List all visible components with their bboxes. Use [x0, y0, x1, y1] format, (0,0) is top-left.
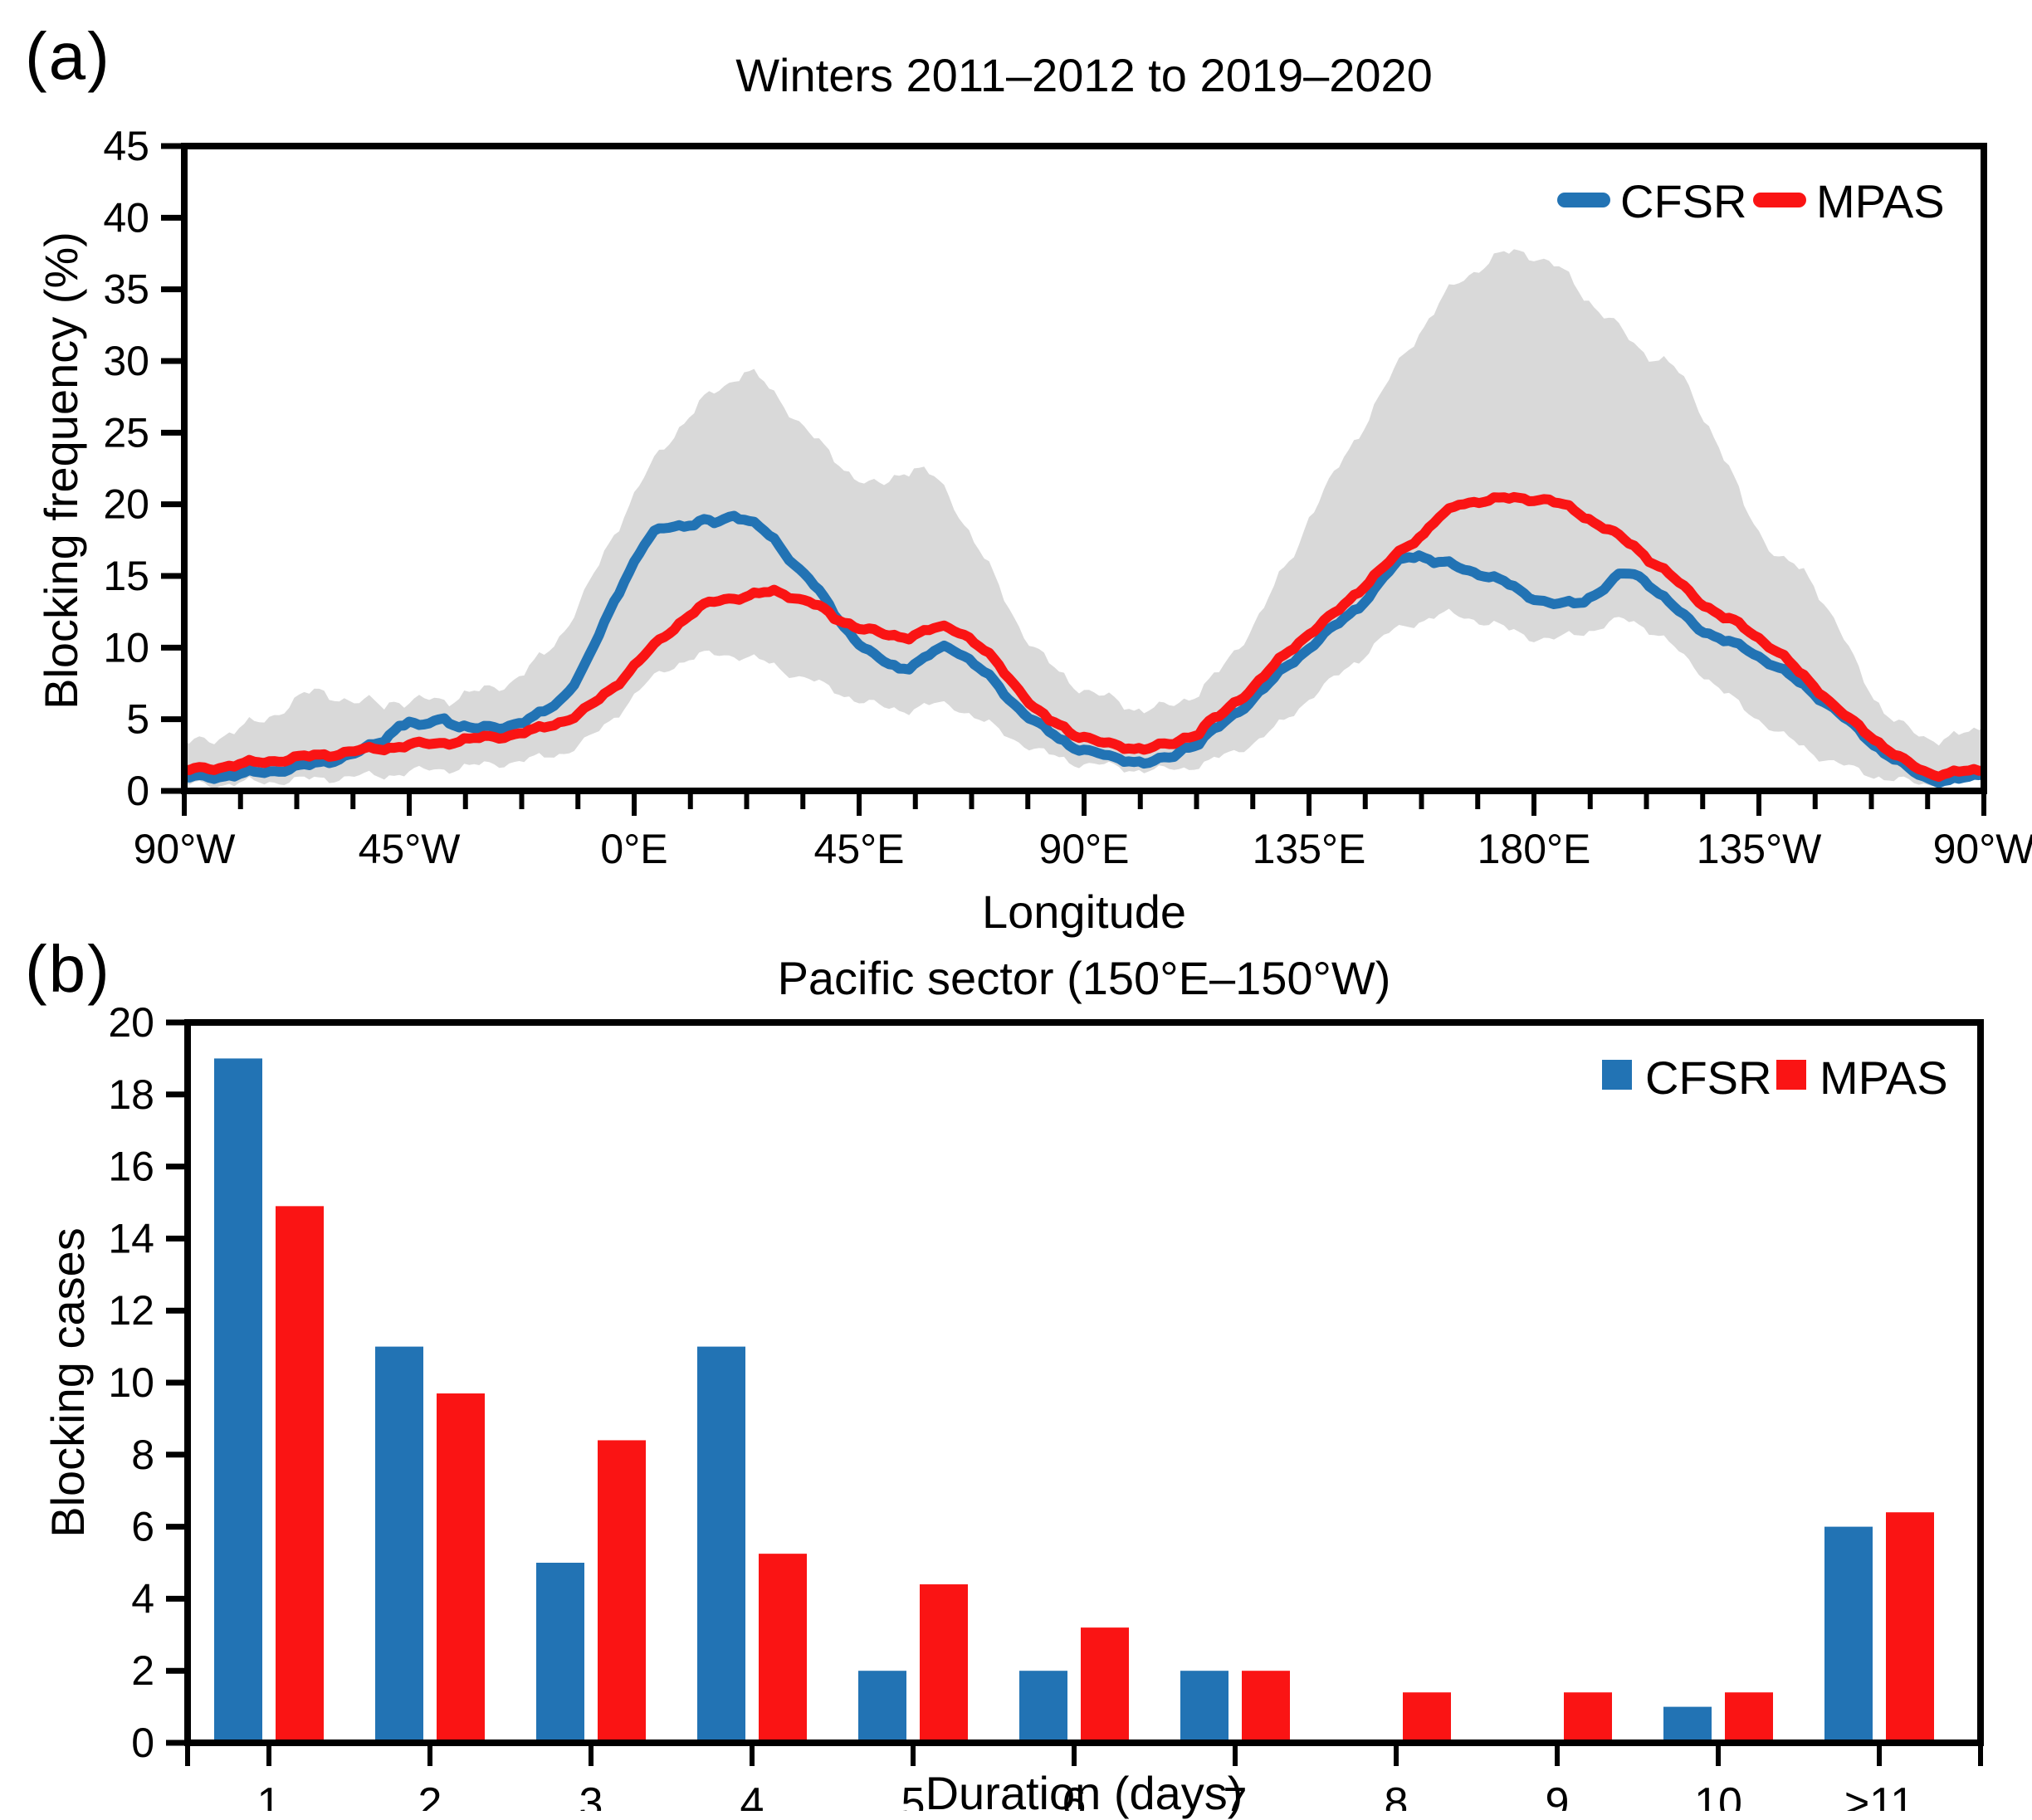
cfsr-line	[184, 510, 1984, 788]
x-tick-label: 0°E	[600, 826, 667, 872]
y-tick-label: 4	[131, 1575, 154, 1622]
x-tick-label: 135°E	[1253, 826, 1366, 872]
bar-cfsr-5	[858, 1671, 906, 1743]
panel-b-letter: (b)	[25, 932, 111, 1006]
panel-a-title: Winters 2011–2012 to 2019–2020	[735, 49, 1433, 101]
bar-cfsr-6	[1019, 1671, 1067, 1743]
bar-cfsr-7	[1180, 1671, 1228, 1743]
y-tick-label: 0	[131, 1720, 154, 1766]
bar-cfsr-2	[375, 1346, 423, 1743]
y-tick-label: 8	[131, 1432, 154, 1478]
mpas-line	[184, 491, 1984, 782]
bar-mpas-10	[1725, 1692, 1773, 1743]
y-tick-label: 18	[108, 1071, 154, 1118]
bar-mpas-8	[1403, 1692, 1451, 1743]
legend-mpas-box-swatch	[1776, 1060, 1806, 1090]
y-tick-label: 15	[103, 553, 149, 599]
y-tick-label: 25	[103, 409, 149, 456]
x-tick-label: 90°W	[134, 826, 237, 872]
x-category-label: 10	[1694, 1779, 1742, 1811]
bar-mpas-9	[1564, 1692, 1612, 1743]
panel-a-y-axis-label: Blocking frequency (%)	[35, 232, 87, 710]
y-tick-label: 0	[126, 768, 149, 814]
legend-cfsr-box-swatch	[1602, 1060, 1632, 1090]
legend-cfsr-label-b: CFSR	[1645, 1052, 1772, 1104]
y-tick-label: 14	[108, 1215, 154, 1261]
y-tick-label: 10	[103, 624, 149, 671]
y-tick-label: 5	[126, 696, 149, 743]
bar-mpas-4	[759, 1554, 807, 1743]
x-tick-label: 135°W	[1697, 826, 1822, 872]
panel-b-y-axis-label: Blocking cases	[42, 1227, 94, 1538]
x-category-label: 6	[1062, 1779, 1087, 1811]
panel-a-line-chart: 90°W 45°W 0°E 45°E 90°E 135°E 180°E 135°W 90°W 0 5…	[103, 123, 2032, 872]
y-tick-label: 40	[103, 194, 149, 241]
panel-a-x-axis-label: Longitude	[981, 886, 1186, 938]
bar-mpas-5	[920, 1584, 968, 1743]
panel-a-letter: (a)	[25, 19, 111, 93]
x-category-label: 4	[740, 1779, 764, 1811]
panel-b-title: Pacific sector (150°E–150°W)	[777, 952, 1391, 1004]
y-tick-label: 30	[103, 338, 149, 384]
legend-cfsr-label-a: CFSR	[1620, 175, 1747, 227]
y-tick-label: 20	[103, 481, 149, 528]
x-tick-label: 45°W	[359, 826, 462, 872]
x-category-label: 1	[257, 1779, 281, 1811]
x-category-label: 7	[1224, 1779, 1248, 1811]
x-category-label: 8	[1385, 1779, 1409, 1811]
x-category-label: >11	[1844, 1779, 1914, 1811]
y-tick-label: 2	[131, 1647, 154, 1694]
x-category-label: 9	[1546, 1779, 1570, 1811]
legend-cfsr-line-swatch	[1557, 193, 1610, 207]
bar-mpas->11	[1886, 1512, 1934, 1743]
bar-mpas-7	[1242, 1671, 1290, 1743]
bar-cfsr-1	[214, 1058, 262, 1743]
bar-cfsr->11	[1824, 1526, 1873, 1743]
y-tick-label: 6	[131, 1504, 154, 1550]
x-category-label: 2	[418, 1779, 442, 1811]
bar-mpas-3	[598, 1440, 646, 1743]
legend-mpas-label-a: MPAS	[1816, 175, 1945, 227]
x-category-label: 3	[579, 1779, 603, 1811]
x-tick-label: 90°W	[1933, 826, 2032, 872]
y-tick-label: 20	[108, 999, 154, 1046]
x-tick-label: 180°E	[1478, 826, 1591, 872]
bar-mpas-2	[437, 1393, 485, 1743]
y-tick-label: 35	[103, 266, 149, 313]
panel-b-x-axis-label: Duration (days)	[925, 1767, 1243, 1819]
x-tick-label: 90°E	[1039, 826, 1130, 872]
bar-cfsr-10	[1663, 1706, 1712, 1743]
y-tick-label: 10	[108, 1359, 154, 1406]
ensemble-spread-band	[184, 249, 1984, 790]
legend-mpas-label-b: MPAS	[1820, 1052, 1948, 1104]
bar-cfsr-4	[697, 1346, 745, 1743]
y-tick-label: 12	[108, 1287, 154, 1334]
bar-mpas-1	[276, 1206, 324, 1743]
x-tick-label: 45°E	[814, 826, 905, 872]
y-tick-label: 45	[103, 123, 149, 169]
y-tick-label: 16	[108, 1144, 154, 1190]
bar-mpas-6	[1081, 1627, 1129, 1743]
bar-cfsr-3	[536, 1563, 584, 1743]
x-category-label: 5	[901, 1779, 926, 1811]
legend-mpas-line-swatch	[1753, 193, 1806, 207]
